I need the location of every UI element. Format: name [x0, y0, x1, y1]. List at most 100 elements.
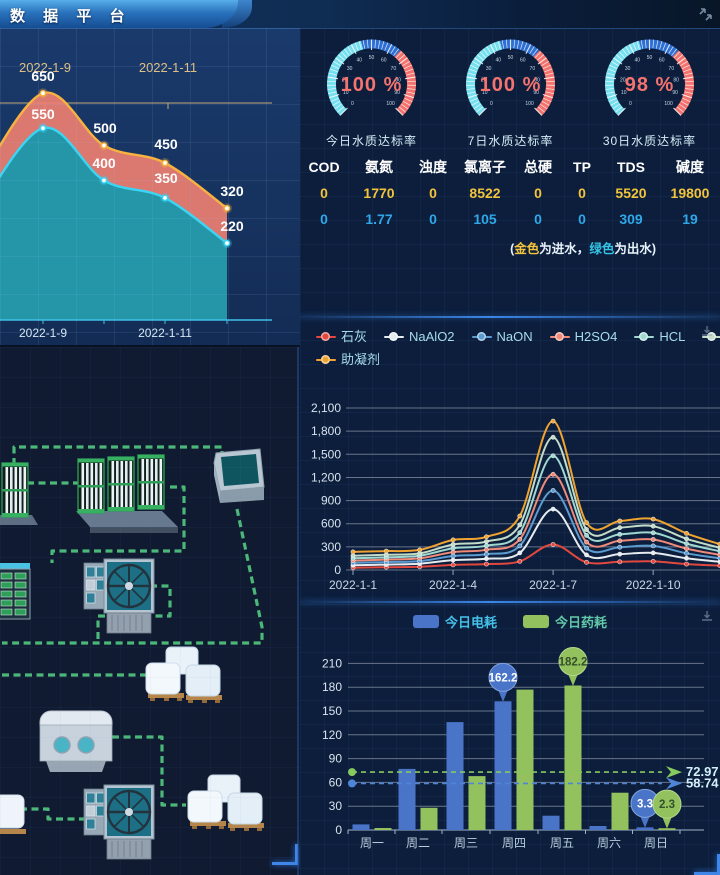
svg-text:72.97: 72.97 [686, 764, 719, 779]
collection-basin [213, 448, 265, 503]
inflow-outflow-area-chart[interactable]: 2022-1-9 2022-1-11 650 500 450 320 550 400 350 22… [0, 28, 300, 345]
table-cell: 0 [578, 211, 586, 227]
legend-item-今日电耗[interactable]: 今日电耗 [412, 612, 497, 631]
dosing-trend-line-chart[interactable]: 0 300 600 900 1,200 1,500 1,800 2,100 2022-1-1 20… [300, 372, 720, 606]
svg-text:40: 40 [495, 58, 501, 64]
page-title: 数 据 平 台 [10, 8, 132, 25]
material-bale-small [0, 794, 26, 834]
legend-item-NaON[interactable]: NaON [471, 325, 533, 348]
panel-frame-line [297, 347, 299, 875]
svg-text:70: 70 [530, 66, 536, 72]
column-header: TP [573, 159, 591, 175]
table-cell: 1.77 [365, 211, 393, 227]
gauge: 0 10 20 30 40 50 60 70 80 90 100 100 % 今日水质达标率 [302, 32, 441, 149]
legend-item-助凝剂[interactable]: 助凝剂 [316, 348, 380, 371]
svg-text:90: 90 [394, 90, 400, 96]
legend-item-石灰[interactable]: 石灰 [316, 325, 367, 348]
frame-corner-accent [694, 872, 720, 875]
note-green-word: 绿色 [589, 242, 615, 256]
svg-text:180: 180 [322, 680, 342, 694]
svg-text:550: 550 [31, 106, 55, 122]
svg-text:80: 80 [534, 78, 540, 84]
column-header: COD [308, 159, 340, 175]
column-header: 氨氮 [365, 159, 393, 175]
svg-text:1,500: 1,500 [311, 447, 341, 461]
table-header-row: COD 氨氮 浊度 氯离子 总硬 TP TDS 碱度 [300, 159, 720, 176]
svg-text:30: 30 [329, 799, 343, 813]
dosing-trend-panel: 石灰 NaAlO2 NaON H2SO4 HCL NaCLO 助凝剂 0 300 600 900 1… [300, 318, 720, 601]
table-cell: 0 [578, 185, 586, 201]
frame-corner-accent [295, 844, 298, 865]
svg-text:30: 30 [486, 66, 492, 72]
consumption-bar-chart[interactable]: 0 30 60 90 120 150 180 210 周一 周二 周三 周四 周五 周六 周日 72.9758… [300, 632, 720, 874]
svg-text:20: 20 [342, 78, 348, 84]
table-cell: 8522 [469, 185, 501, 201]
svg-text:80: 80 [395, 78, 401, 84]
column-header: 氯离子 [464, 159, 506, 175]
legend-item-NaCLO[interactable]: NaCLO [702, 325, 720, 348]
note-text: ( [510, 242, 515, 256]
svg-text:70: 70 [669, 66, 675, 72]
legend-item-HCL[interactable]: HCL [634, 325, 685, 348]
panel-divider [300, 601, 720, 603]
pipe [50, 485, 186, 563]
left-panel-divider [0, 345, 300, 347]
legend-item-H2SO4[interactable]: H2SO4 [549, 325, 617, 348]
svg-text:30: 30 [625, 66, 631, 72]
svg-text:90: 90 [329, 752, 343, 766]
legend-row: 助凝剂 [316, 348, 720, 371]
svg-text:0: 0 [351, 101, 354, 107]
svg-text:300: 300 [321, 540, 341, 554]
svg-text:20: 20 [481, 78, 487, 84]
svg-text:40: 40 [634, 58, 640, 64]
svg-text:2022-1-7: 2022-1-7 [529, 578, 577, 592]
svg-text:30: 30 [347, 66, 353, 72]
svg-text:320: 320 [220, 183, 244, 199]
table-cell: 1770 [363, 185, 395, 201]
sedimentation-basin [0, 563, 31, 620]
legend-row: 石灰 NaAlO2 NaON H2SO4 HCL NaCLO [316, 325, 720, 348]
legend-item-今日药耗[interactable]: 今日药耗 [523, 612, 607, 631]
gauge-label: 7日水质达标率 [467, 134, 554, 148]
table-row: 0 1.77 0 105 0 0 309 19 [300, 211, 720, 228]
svg-text:120: 120 [322, 728, 342, 742]
plant-3d-panel[interactable] [0, 347, 300, 875]
toolbox-download-icon[interactable] [700, 609, 714, 623]
svg-text:600: 600 [321, 517, 341, 531]
table-cell: 309 [619, 211, 643, 227]
table-cell: 19 [682, 211, 698, 227]
svg-text:50: 50 [369, 55, 375, 61]
svg-text:450: 450 [154, 136, 178, 152]
column-header: 浊度 [419, 159, 447, 175]
toolbox-download-icon[interactable] [700, 324, 714, 338]
column-header: 碱度 [676, 159, 704, 175]
right-column: 0 10 20 30 40 50 60 70 80 90 100 100 % 今日水质达标率 0 10 20 3… [300, 28, 720, 875]
svg-text:98 %: 98 % [625, 74, 675, 96]
table-note: (金色为进水，绿色为出水) [300, 238, 720, 257]
gauge: 0 10 20 30 40 50 60 70 80 90 100 98 % 30日水质达标率 [580, 32, 719, 149]
table-cell: 0 [320, 185, 328, 201]
svg-text:2.3: 2.3 [659, 799, 675, 811]
svg-text:3.3: 3.3 [637, 798, 653, 810]
svg-text:58.74: 58.74 [686, 775, 719, 790]
svg-text:2022-1-11: 2022-1-11 [139, 60, 197, 75]
pipe [96, 584, 172, 643]
svg-text:100 %: 100 % [341, 74, 403, 96]
svg-text:210: 210 [322, 656, 342, 670]
pipe [12, 445, 224, 465]
svg-text:1,800: 1,800 [311, 424, 341, 438]
svg-text:182.2: 182.2 [559, 656, 588, 668]
table-row: 0 1770 0 8522 0 0 5520 19800 [300, 185, 720, 202]
svg-text:20: 20 [620, 78, 626, 84]
expand-icon[interactable] [697, 4, 715, 22]
bar-chart-legend: 今日电耗 今日药耗 [300, 603, 720, 631]
legend-item-NaAlO2[interactable]: NaAlO2 [384, 325, 455, 348]
svg-text:0: 0 [334, 563, 341, 577]
svg-text:100: 100 [386, 101, 395, 107]
inflow-outflow-chart-panel: 2022-1-9 2022-1-11 650 500 450 320 550 400 350 22… [0, 28, 300, 345]
table-cell: 0 [320, 211, 328, 227]
svg-text:周四: 周四 [502, 836, 526, 850]
svg-text:2022-1-11: 2022-1-11 [138, 326, 192, 340]
